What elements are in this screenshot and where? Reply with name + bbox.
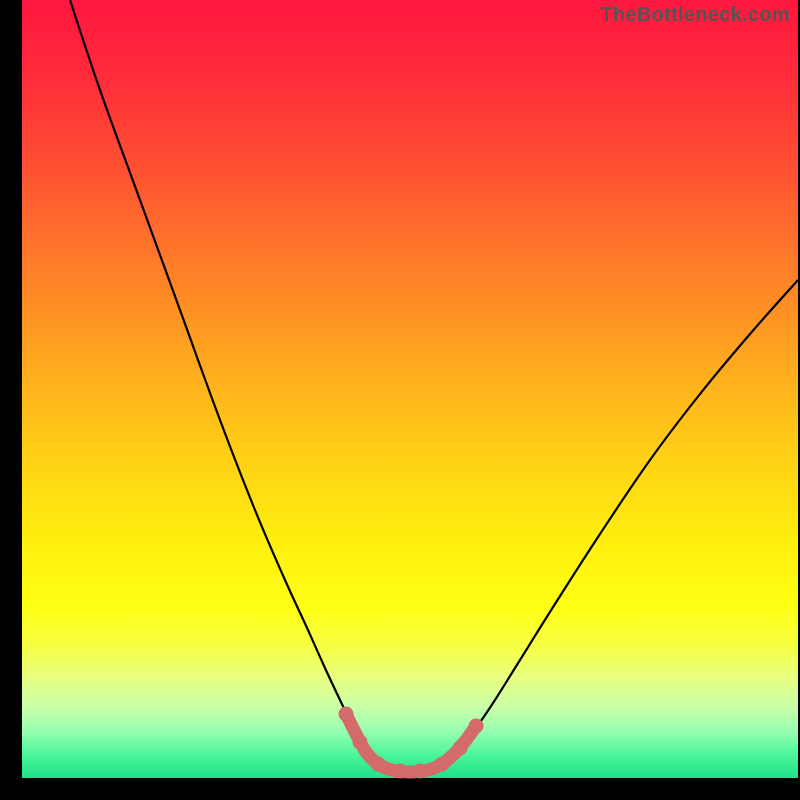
watermark-text: TheBottleneck.com: [600, 4, 790, 27]
frame-bottom: [0, 778, 800, 800]
bottleneck-chart: TheBottleneck.com: [0, 0, 800, 800]
frame-left: [0, 0, 22, 800]
gradient-background: [22, 0, 798, 778]
chart-svg: [0, 0, 800, 800]
